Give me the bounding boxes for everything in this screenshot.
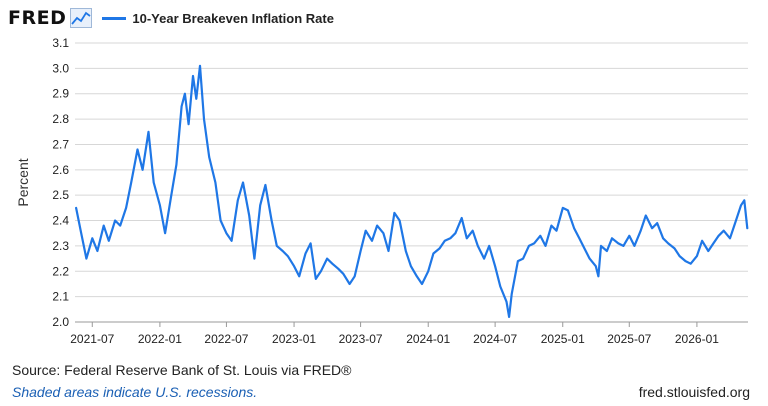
- x-tick-label: 2025-07: [607, 332, 651, 346]
- x-tick-label: 2023-07: [339, 332, 383, 346]
- chart-header: FRED 10-Year Breakeven Inflation Rate: [8, 6, 334, 30]
- x-tick-label: 2024-01: [406, 332, 450, 346]
- y-tick-label: 2.5: [52, 188, 69, 202]
- y-tick-label: 2.8: [52, 112, 69, 126]
- x-tick-label: 2024-07: [473, 332, 517, 346]
- x-tick-label: 2021-07: [70, 332, 114, 346]
- recession-note: Shaded areas indicate U.S. recessions.: [12, 384, 258, 400]
- y-tick-label: 2.0: [52, 315, 69, 329]
- y-tick-label: 2.4: [52, 214, 69, 228]
- y-tick-label: 3.0: [52, 61, 69, 75]
- y-tick-label: 2.3: [52, 239, 69, 253]
- x-tick-label: 2023-01: [272, 332, 316, 346]
- y-tick-label: 2.1: [52, 290, 69, 304]
- y-axis-title: Percent: [15, 158, 31, 206]
- line-chart: 2.0 2.1 2.2 2.3 2.4 2.5 2.6 2.7 2.8 2.9 3.0 3.1 2021…: [15, 36, 749, 346]
- fred-logo[interactable]: FRED: [8, 7, 67, 29]
- y-tick-label: 3.1: [52, 36, 69, 50]
- legend-label: 10-Year Breakeven Inflation Rate: [132, 10, 334, 26]
- x-tick-label: 2022-07: [204, 332, 248, 346]
- y-tick-label: 2.2: [52, 264, 69, 278]
- legend-swatch: [102, 16, 127, 20]
- legend: 10-Year Breakeven Inflation Rate: [102, 11, 334, 26]
- site-url[interactable]: fred.stlouisfed.org: [638, 384, 750, 400]
- x-tick-label: 2026-01: [675, 332, 719, 346]
- source-brand: FRED®: [303, 362, 352, 378]
- source-prefix: Source: Federal Reserve Bank of St. Loui…: [12, 362, 304, 378]
- line-chart-icon: [70, 8, 93, 28]
- y-tick-label: 2.7: [52, 137, 69, 151]
- y-tick-label: 2.9: [52, 87, 69, 101]
- source-text: Source: Federal Reserve Bank of St. Loui…: [12, 362, 351, 378]
- x-tick-label: 2022-01: [138, 332, 182, 346]
- x-tick-label: 2025-01: [541, 332, 585, 346]
- series-line: [74, 64, 749, 318]
- y-tick-label: 2.6: [52, 163, 69, 177]
